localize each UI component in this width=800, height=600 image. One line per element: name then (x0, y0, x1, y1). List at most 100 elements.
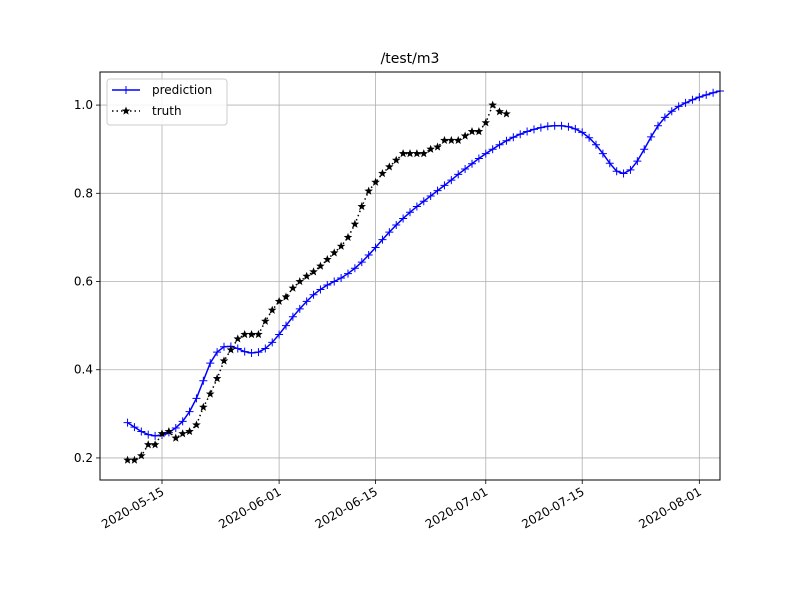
data-point-prediction (240, 347, 249, 356)
data-point-prediction (378, 235, 387, 244)
data-point-prediction (275, 330, 284, 339)
legend-label-prediction: prediction (152, 83, 212, 97)
data-point-truth (350, 219, 360, 228)
data-point-truth (150, 440, 160, 449)
data-point-prediction (633, 157, 642, 166)
data-point-truth (240, 329, 249, 339)
data-point-truth (267, 305, 277, 314)
legend-marker-truth (121, 106, 131, 115)
series-prediction (123, 86, 724, 440)
data-point-truth (295, 277, 305, 286)
data-point-prediction (468, 159, 476, 168)
data-point-prediction (323, 281, 332, 290)
data-point-truth (281, 292, 291, 301)
data-point-prediction (137, 427, 146, 436)
data-point-prediction (123, 418, 132, 427)
data-point-prediction (412, 202, 421, 211)
data-point-truth (123, 455, 132, 464)
data-point-prediction (302, 297, 311, 306)
data-point-prediction (185, 407, 194, 416)
data-point-prediction (392, 221, 401, 230)
data-point-prediction (674, 102, 683, 111)
data-point-truth (385, 162, 394, 171)
data-point-prediction (495, 140, 504, 149)
data-point-prediction (605, 159, 614, 168)
data-point-prediction (364, 251, 373, 260)
data-point-prediction (151, 431, 160, 440)
plot-frame (99, 71, 721, 481)
data-point-truth (171, 433, 181, 442)
data-point-truth (502, 109, 511, 118)
data-point-truth (474, 127, 484, 136)
data-point-prediction (695, 93, 704, 102)
chart-title: /test/m3 (381, 51, 440, 67)
legend: prediction truth (106, 78, 228, 126)
data-point-prediction (488, 145, 497, 154)
series-truth (123, 100, 511, 464)
data-point-truth (199, 402, 208, 411)
data-point-prediction (419, 197, 428, 206)
data-point-prediction (626, 165, 635, 174)
data-point-prediction (571, 124, 580, 133)
data-point-prediction (192, 394, 201, 403)
data-point-prediction (667, 107, 676, 116)
data-point-truth (219, 356, 229, 365)
data-point-truth (419, 149, 429, 158)
data-point-prediction (440, 181, 449, 190)
series-layer (123, 86, 724, 464)
data-point-prediction (654, 121, 662, 130)
data-point-prediction (502, 136, 511, 145)
y-tick-label: 0.6 (74, 275, 93, 289)
data-point-truth (405, 149, 415, 158)
data-point-prediction (681, 98, 690, 107)
data-point-prediction (316, 285, 325, 294)
data-point-truth (178, 429, 187, 438)
data-point-prediction (474, 154, 483, 163)
data-point-truth (130, 455, 139, 464)
data-point-prediction (144, 430, 153, 439)
data-point-prediction (619, 169, 628, 178)
data-point-prediction (516, 130, 525, 139)
data-point-truth (391, 155, 401, 164)
legend-marker-prediction (122, 86, 130, 94)
data-point-truth (274, 296, 284, 305)
data-point-prediction (344, 269, 352, 278)
data-point-prediction (550, 121, 559, 130)
data-point-truth (426, 144, 435, 153)
data-point-truth (212, 374, 222, 383)
grid (100, 72, 720, 480)
data-point-truth (233, 334, 243, 343)
data-point-prediction (247, 348, 256, 357)
data-point-prediction (330, 277, 339, 286)
data-point-truth (205, 389, 215, 398)
data-point-prediction (350, 264, 359, 273)
data-point-prediction (261, 344, 270, 353)
y-tick-label: 1.0 (74, 98, 93, 112)
data-point-truth (137, 451, 146, 460)
data-point-truth (316, 261, 325, 270)
data-point-prediction (220, 342, 228, 351)
data-point-prediction (406, 208, 414, 217)
data-point-truth (185, 426, 194, 436)
y-tick-label: 0.4 (74, 363, 93, 377)
data-point-truth (302, 271, 311, 280)
data-point-prediction (564, 122, 573, 131)
data-point-prediction (481, 149, 490, 158)
data-point-prediction (640, 145, 649, 154)
y-tick-label: 0.2 (74, 451, 93, 465)
data-point-prediction (688, 95, 697, 104)
data-point-prediction (295, 304, 304, 313)
data-point-prediction (309, 290, 318, 299)
data-point-truth (288, 283, 298, 292)
data-point-prediction (557, 121, 566, 130)
data-point-truth (495, 107, 504, 116)
data-point-prediction (178, 417, 187, 426)
data-point-prediction (288, 312, 297, 321)
data-point-truth (323, 254, 332, 264)
data-point-prediction (233, 344, 242, 353)
data-point-prediction (612, 167, 621, 176)
data-point-prediction (337, 273, 346, 282)
data-point-truth (254, 329, 263, 339)
data-point-truth (460, 131, 470, 140)
data-point-truth (447, 135, 456, 145)
